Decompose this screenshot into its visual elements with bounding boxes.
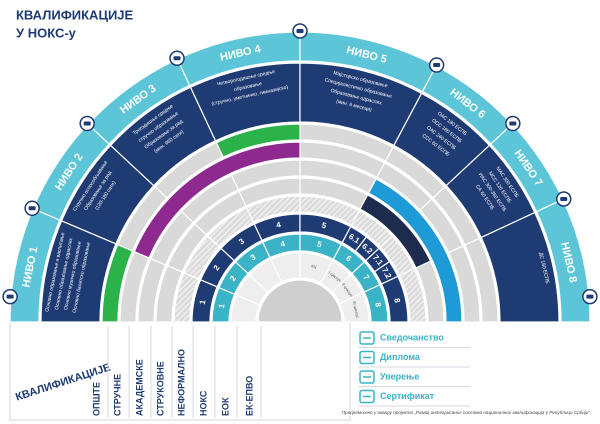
eok-number: 1 <box>217 302 227 309</box>
ring-cell <box>447 245 481 323</box>
ek-cell <box>339 292 370 323</box>
qualification-arc <box>359 194 432 269</box>
noks-number: 4 <box>275 220 282 230</box>
level-icon-glyph <box>433 63 441 68</box>
level-icon-glyph <box>586 294 594 299</box>
eok-number: 6 <box>344 254 353 264</box>
level-icon-glyph <box>509 121 517 126</box>
level-icon-glyph <box>6 294 14 299</box>
qualification-arc <box>215 123 301 158</box>
ring-cell <box>415 260 445 323</box>
ring-cell <box>464 237 499 323</box>
level-icon-glyph <box>560 197 568 202</box>
eok-number: 3 <box>249 252 258 262</box>
description-cell <box>480 211 560 323</box>
ek-label: III циклус <box>352 301 361 319</box>
column-label: НЕФОРМАЛНО <box>176 349 186 416</box>
level-band <box>535 198 591 323</box>
level-icon-glyph <box>173 56 181 61</box>
footer-note: Припремљено у оквиру пројекта „Развој ин… <box>342 410 591 415</box>
noks-number: 3 <box>237 236 246 246</box>
column-label: ЕК-ЕПВО <box>244 376 254 416</box>
title-line: КВАЛИФИКАЦИЈЕ <box>16 7 134 22</box>
column-label: СТРУКОВНЕ <box>155 361 165 416</box>
center-disc <box>257 279 343 323</box>
eok-number: 4 <box>280 239 287 249</box>
column-label: СТРУЧНЕ <box>112 374 122 416</box>
column-label: АКАДЕМСКЕ <box>134 359 144 416</box>
level-icon-glyph <box>28 206 36 211</box>
qualification-arc <box>367 178 463 323</box>
title-line: У НОКС-у <box>16 25 77 40</box>
eok-number: 8 <box>373 302 383 309</box>
legend-label: Диплома <box>380 352 421 362</box>
ek-label: КЦ <box>311 263 317 269</box>
noks-cell <box>380 275 409 323</box>
eok-number: 2 <box>228 274 238 283</box>
legend-label: Уверење <box>380 371 419 381</box>
qualification-arc <box>101 243 134 323</box>
noks-number: 1 <box>198 299 208 306</box>
column-label: НОКС <box>198 390 208 416</box>
column-label: ОПШТЕ <box>91 382 101 416</box>
noks-number: 2 <box>212 263 222 272</box>
column-label: ЕОК <box>220 397 230 416</box>
column-panel <box>9 321 351 421</box>
legend-label: Сведочанство <box>380 332 444 342</box>
legend-label: Сертификат <box>380 391 435 401</box>
eok-number: 5 <box>316 240 323 250</box>
level-icon-glyph <box>83 121 91 126</box>
qualification-arc <box>133 141 301 259</box>
ring-cell <box>398 267 427 323</box>
noks-number: 8 <box>392 297 402 304</box>
level-icon-glyph <box>296 29 304 33</box>
noks-number: 5 <box>321 221 328 231</box>
eok-cell <box>363 284 389 323</box>
eok-number: 7 <box>361 273 371 282</box>
